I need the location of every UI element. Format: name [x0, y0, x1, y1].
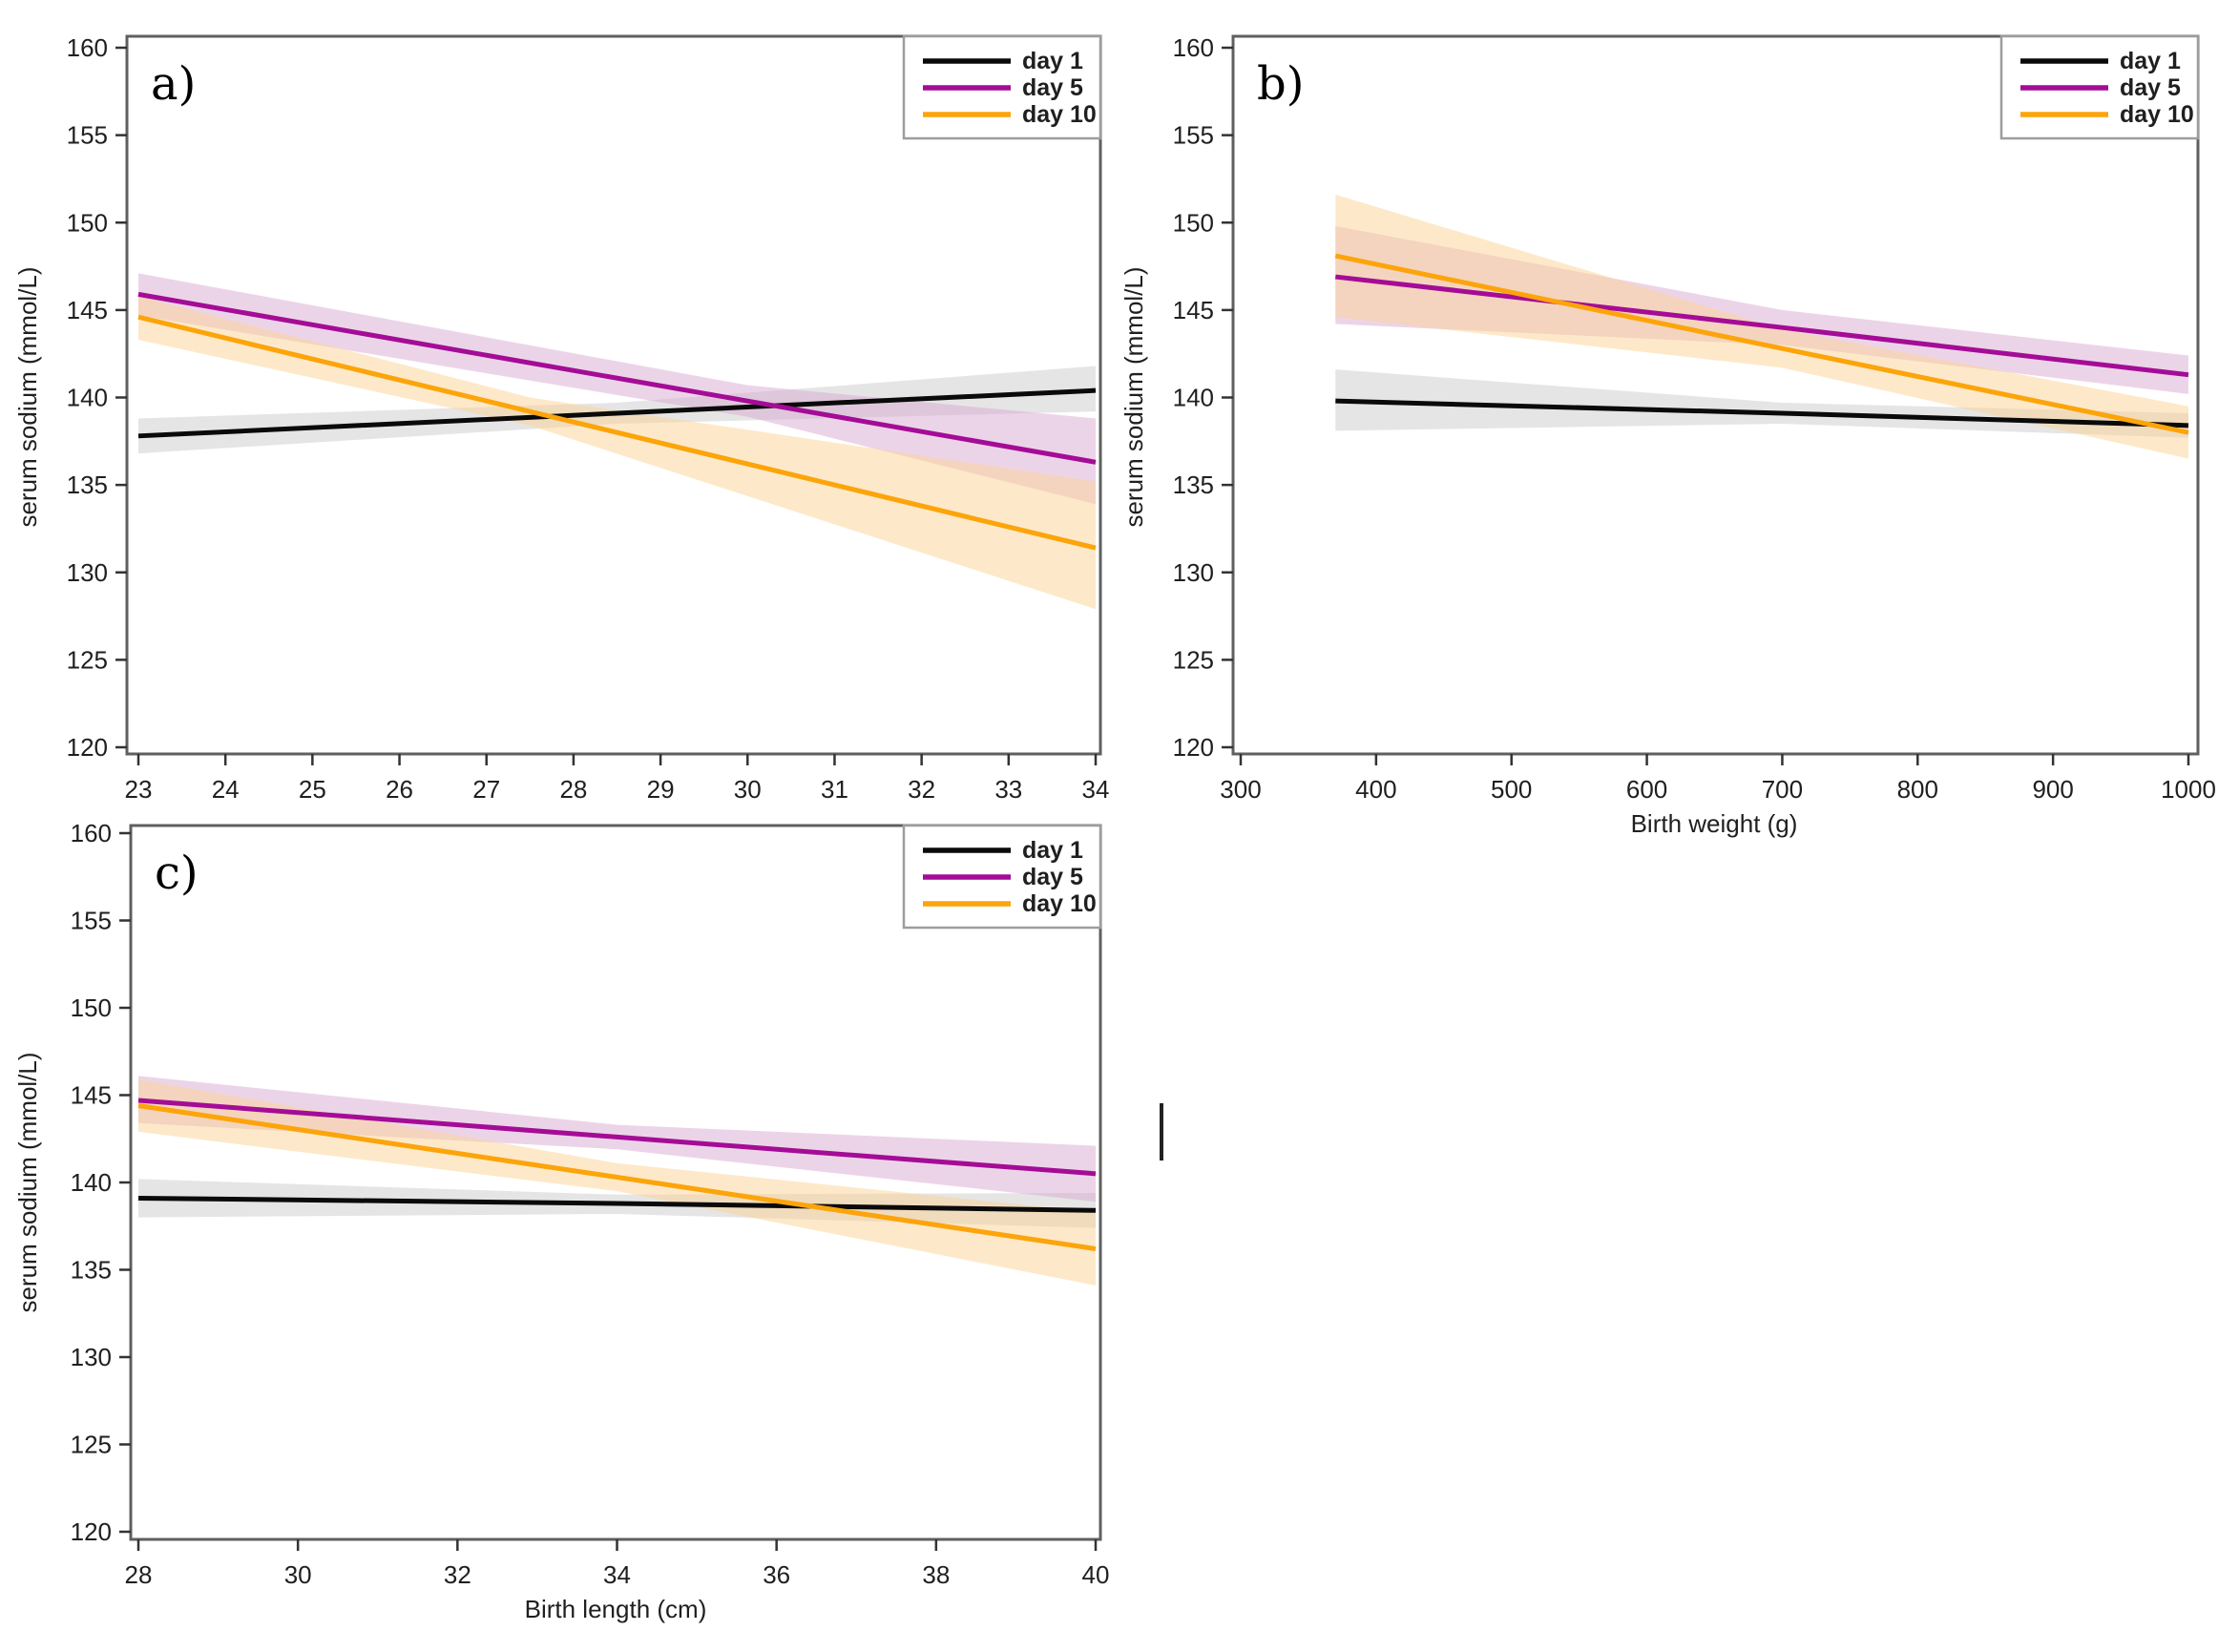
x-tick-label: 28 [559, 775, 587, 804]
x-tick-label: 30 [284, 1560, 312, 1589]
day1-confidence-band [138, 366, 1096, 454]
x-tick-label: 800 [1897, 775, 1938, 804]
y-tick-label: 150 [1173, 208, 1214, 237]
y-axis-title: serum sodium (mmol/L) [1120, 266, 1148, 527]
y-tick-label: 150 [71, 993, 112, 1022]
stray-cursor-mark [1160, 1103, 1163, 1161]
y-tick-label: 125 [71, 1431, 112, 1459]
y-tick-label: 135 [71, 1256, 112, 1285]
y-tick-label: 150 [67, 208, 108, 237]
y-tick-label: 145 [67, 296, 108, 324]
y-axis-title: serum sodium (mmol/L) [13, 266, 42, 527]
panel-letter-a: a) [151, 57, 196, 111]
y-tick-label: 125 [67, 645, 108, 674]
y-tick-label: 120 [1173, 733, 1214, 762]
x-tick-label: 25 [299, 775, 326, 804]
x-tick-label: 23 [125, 775, 153, 804]
legend-label-day10: day 10 [1022, 101, 1097, 128]
x-tick-label: 32 [908, 775, 935, 804]
plot-frame [125, 34, 1102, 756]
x-tick-label: 28 [125, 1560, 153, 1589]
legend-label-day1: day 1 [2120, 48, 2181, 74]
x-tick-label: 40 [1082, 1560, 1110, 1589]
x-tick-label: 500 [1491, 775, 1532, 804]
x-tick-label: 32 [444, 1560, 471, 1589]
y-tick-label: 120 [67, 733, 108, 762]
y-tick-label: 155 [1173, 121, 1214, 150]
y-tick-label: 130 [1173, 558, 1214, 587]
x-tick-label: 27 [472, 775, 500, 804]
y-tick-label: 135 [67, 471, 108, 499]
x-tick-label: 31 [821, 775, 848, 804]
y-tick-label: 130 [67, 558, 108, 587]
day5-confidence-band [138, 273, 1096, 505]
y-tick-label: 145 [1173, 296, 1214, 324]
legend-label-day1: day 1 [1022, 837, 1083, 864]
legend-label-day10: day 10 [1022, 890, 1097, 917]
panel-a: 120 125 130 135 140 145 150 155 160 23 24 25 26 27 28 2… [13, 33, 1109, 804]
x-tick-label: 34 [1082, 775, 1110, 804]
x-tick-label: 700 [1762, 775, 1803, 804]
x-axis-title: Birth length (cm) [525, 1595, 707, 1623]
day5-line [137, 291, 1097, 465]
panel-letter-b: b) [1257, 57, 1304, 111]
legend-label-day10: day 10 [2120, 101, 2194, 128]
x-tick-label: 38 [922, 1560, 950, 1589]
panel-letter-c: c) [155, 847, 199, 900]
y-tick-label: 140 [67, 384, 108, 412]
day10-line [1334, 253, 2189, 435]
x-tick-label: 24 [212, 775, 240, 804]
day1-line [137, 387, 1097, 439]
day1-line [1335, 398, 2189, 429]
x-tick-label: 29 [647, 775, 675, 804]
day10-line [137, 1103, 1097, 1252]
y-tick-label: 125 [1173, 645, 1214, 674]
plot-frame [1231, 34, 2200, 756]
legend-label-day5: day 5 [1022, 864, 1083, 890]
x-tick-label: 300 [1220, 775, 1261, 804]
x-tick-label: 1000 [2161, 775, 2216, 804]
x-tick-label: 26 [386, 775, 413, 804]
day5-line [137, 1098, 1097, 1177]
panel-c: 120 125 130 135 140 145 150 155 160 28 30 32 34 36 38 4… [13, 819, 1109, 1623]
day10-line [137, 314, 1097, 551]
day10-confidence-band [138, 1079, 1096, 1286]
y-tick-label: 120 [71, 1517, 112, 1546]
panel-b: 120 125 130 135 140 145 150 155 160 300 400 500 600 7… [1120, 33, 2216, 838]
x-tick-label: 30 [734, 775, 762, 804]
y-axis-title: serum sodium (mmol/L) [13, 1052, 42, 1312]
y-tick-label: 160 [67, 33, 108, 62]
day5-line [1335, 274, 2189, 378]
x-tick-label: 33 [994, 775, 1022, 804]
y-tick-label: 130 [71, 1343, 112, 1371]
y-tick-label: 155 [71, 907, 112, 935]
y-tick-label: 140 [71, 1168, 112, 1197]
y-tick-label: 160 [1173, 33, 1214, 62]
x-tick-label: 600 [1626, 775, 1667, 804]
y-tick-label: 135 [1173, 471, 1214, 499]
y-tick-label: 160 [71, 819, 112, 847]
legend-label-day5: day 5 [2120, 74, 2181, 101]
x-tick-label: 400 [1355, 775, 1396, 804]
x-tick-label: 36 [763, 1560, 790, 1589]
y-tick-label: 145 [71, 1081, 112, 1110]
legend-label-day1: day 1 [1022, 48, 1083, 74]
y-tick-label: 155 [67, 121, 108, 150]
y-tick-label: 140 [1173, 384, 1214, 412]
x-tick-label: 900 [2032, 775, 2073, 804]
legend-label-day5: day 5 [1022, 74, 1083, 101]
x-tick-label: 34 [603, 1560, 631, 1589]
day1-line [137, 1195, 1097, 1213]
x-axis-title: Birth weight (g) [1631, 809, 1798, 838]
